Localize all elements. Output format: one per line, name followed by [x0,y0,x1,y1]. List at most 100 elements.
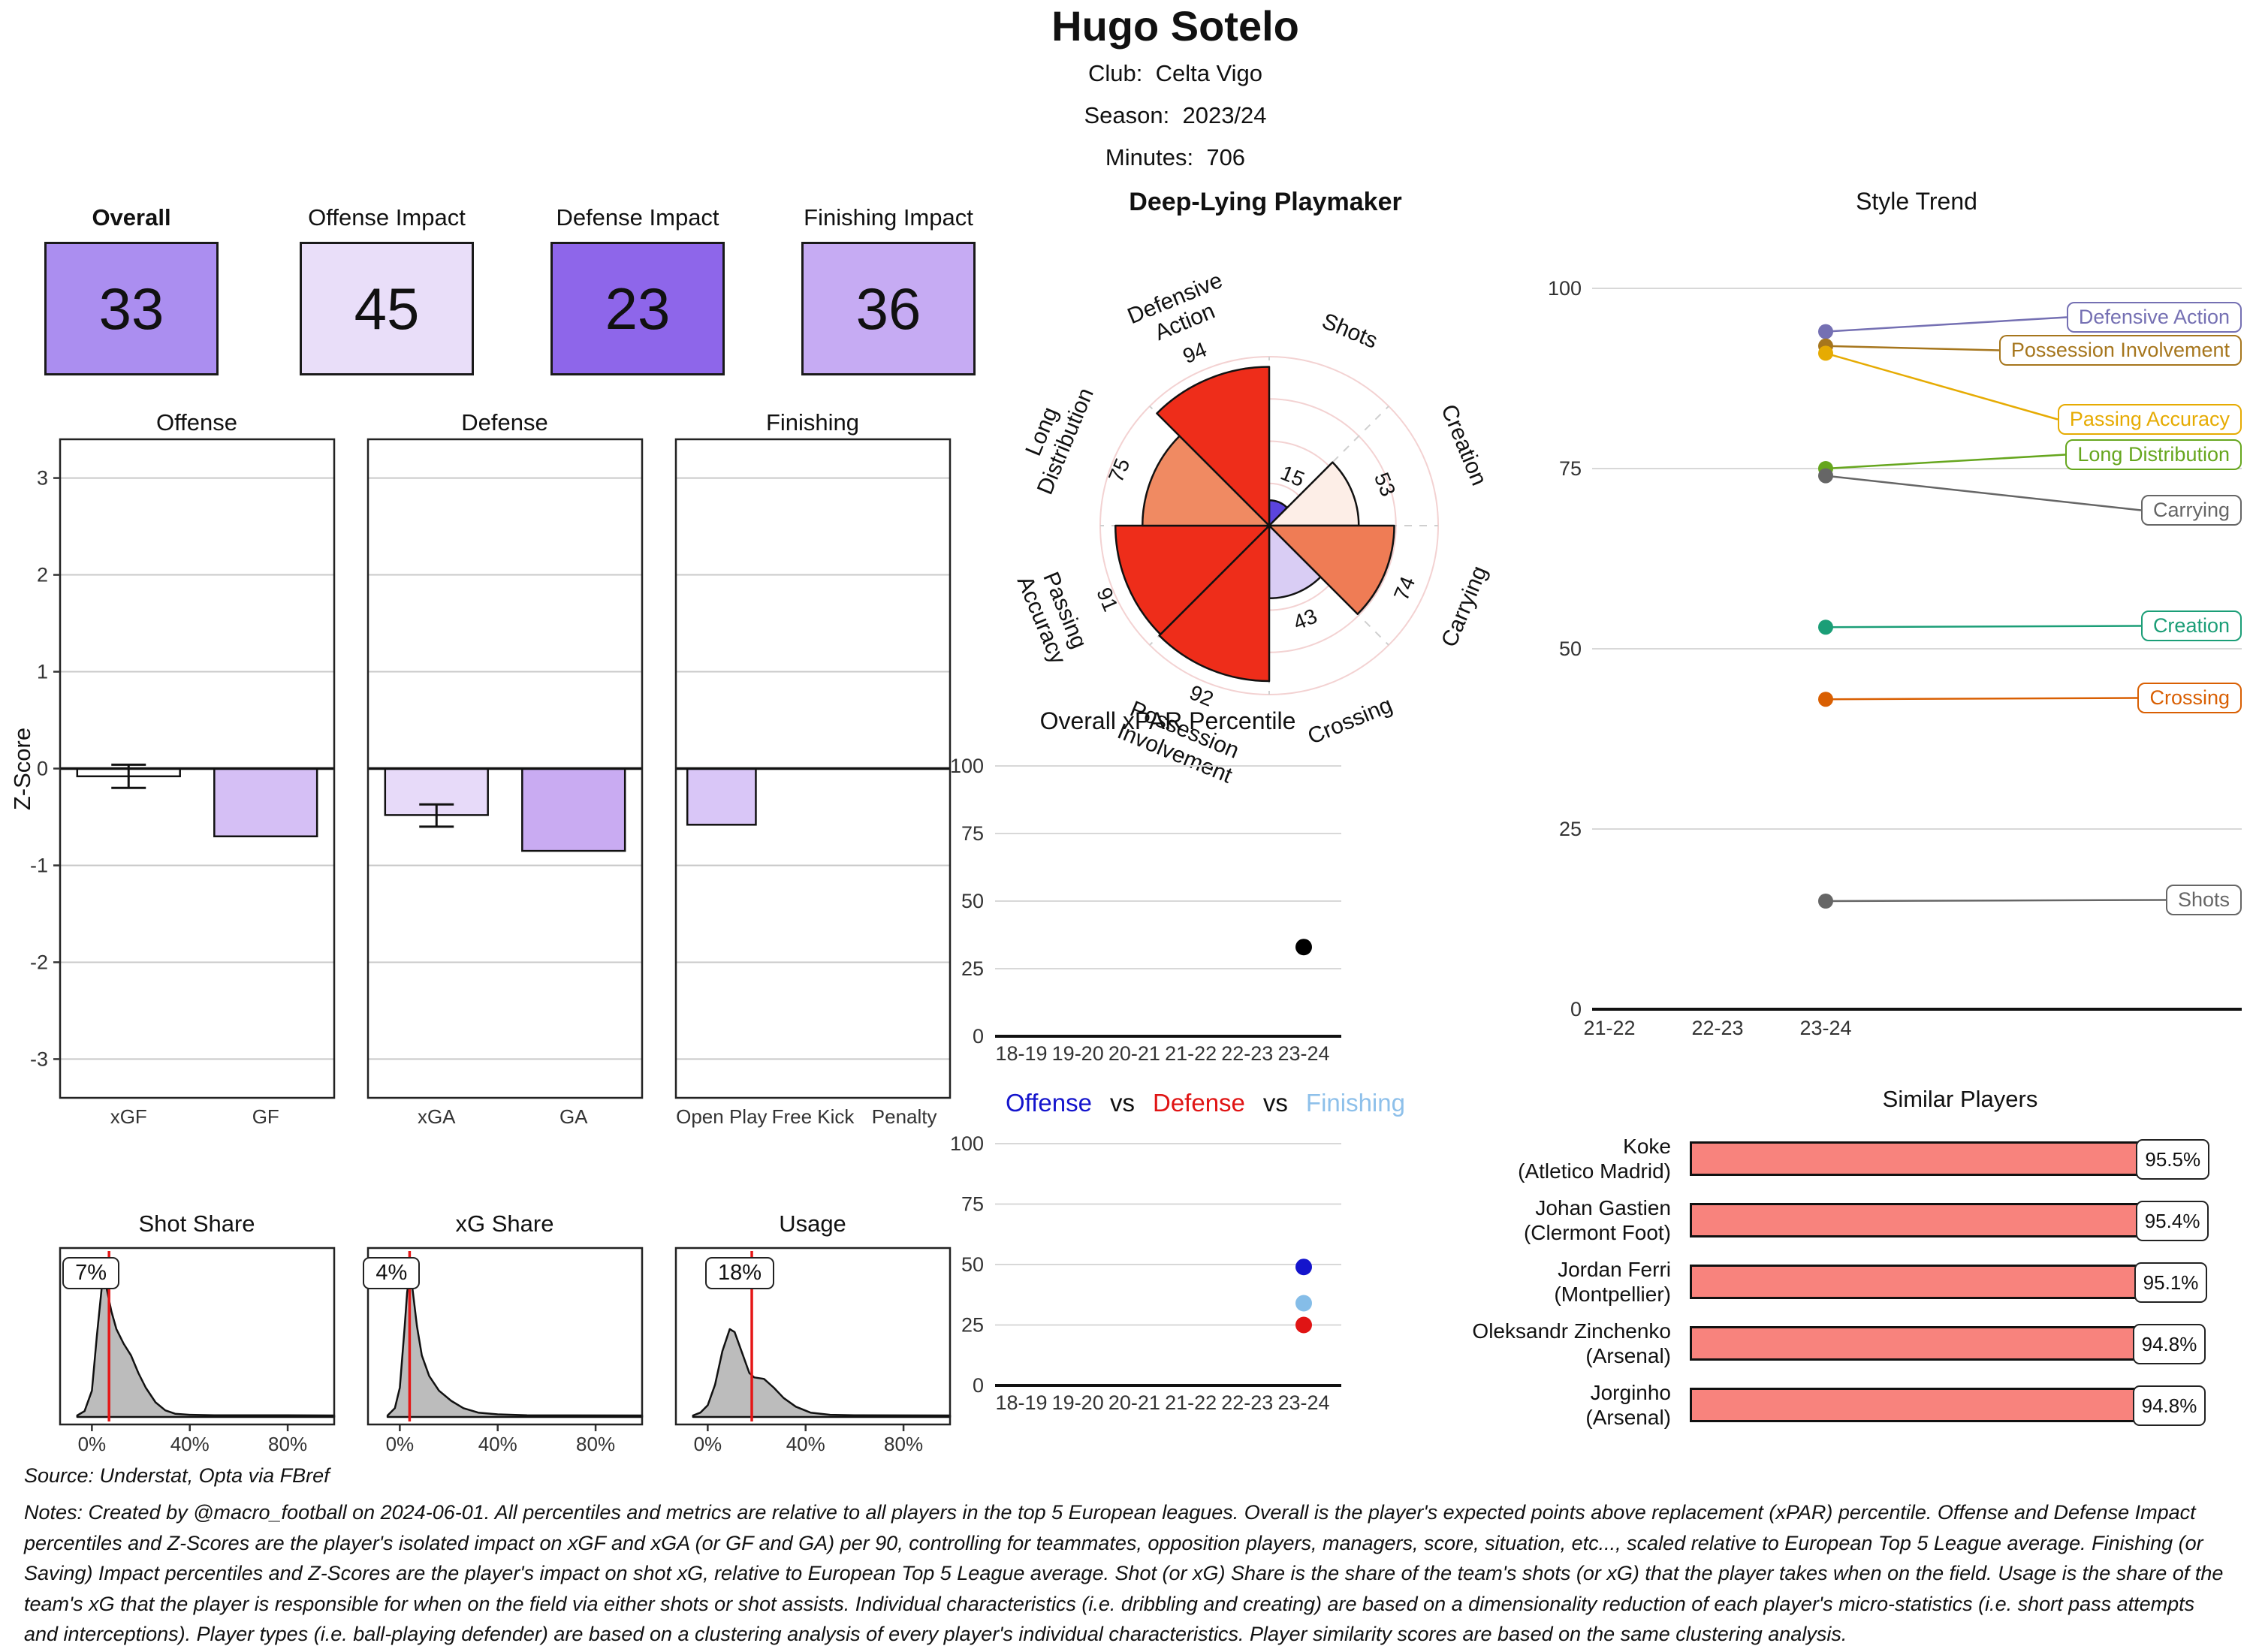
y-tick: 25 [1559,818,1582,840]
y-tick: 0 [973,1374,984,1397]
bar-open-play [686,767,757,826]
radar-wedge-passing-accuracy [1114,524,1271,636]
trend-label-possession-involvement: Possession Involvement [1998,335,2242,366]
similarity-bar [1690,1265,2176,1299]
x-tick-21-22: 21-22 [1165,1391,1217,1414]
ovd-point-finishing [1295,1295,1312,1312]
finishing-panel-title: Finishing [765,409,860,436]
x-tick-80%: 80% [268,1433,307,1455]
season-label: Season: [1084,102,1170,128]
similar-player-name: Jorginho (Arsenal) [1356,1380,1671,1430]
y-tick: 50 [961,1253,984,1276]
club-label: Club: [1087,60,1143,86]
trend-connector [1825,625,2142,629]
x-tick-40%: 40% [478,1433,517,1455]
similarity-value: 95.4% [2135,1201,2209,1241]
trend-connector [1825,475,2142,511]
y-tick: -3 [30,1048,48,1070]
player-club: (Clermont Foot) [1523,1221,1671,1244]
x-tick-20-21: 20-21 [1108,1042,1160,1065]
radar-wedge-creation [1268,461,1360,527]
player-club: (Montpellier) [1554,1283,1671,1306]
y-tick: 100 [950,1132,984,1155]
x-tick-23-24: 23-24 [1799,1017,1851,1039]
radar-category-text: Shots [1319,309,1382,354]
radar-value-shots: 15 [1277,461,1308,492]
x-tick-80%: 80% [576,1433,615,1455]
player-name: Jorginho [1590,1381,1671,1404]
trend-label-defensive-action: Defensive Action [2066,302,2242,333]
polar-spoke [1268,405,1389,526]
similarity-value: 94.8% [2132,1385,2206,1426]
radar-category-text: Carrying [1437,562,1492,650]
marker-badge-usage: 18% [705,1257,775,1289]
y-tick: 0 [973,1025,984,1048]
similarity-value: 94.8% [2132,1324,2206,1364]
trend-point-defensive-action [1818,324,1833,339]
x-tick-penalty: Penalty [872,1105,937,1128]
y-tick: 0 [37,758,48,780]
radar-wedge-possession-involvement [1158,524,1271,683]
defense-panel-title: Defense [461,409,548,436]
y-tick: 75 [961,822,984,845]
player-name: Oleksandr Zinchenko [1472,1319,1671,1343]
y-tick: 25 [961,957,984,980]
offense-panel-title: Offense [155,409,237,436]
x-tick-0%: 0% [78,1433,107,1455]
trend-label-passing-accuracy: Passing Accuracy [2057,404,2242,435]
y-tick: 2 [37,564,48,586]
card-value-2: 23 [550,242,725,375]
radar-value-creation: 53 [1370,469,1401,500]
trend-connector [1825,697,2138,701]
card-title-3: Finishing Impact [804,204,973,231]
similarity-bar [1690,1141,2178,1176]
radar-value-defensive-action: 94 [1180,337,1211,368]
bar-gf [213,767,318,838]
y-tick: 50 [961,890,984,912]
card-title-0: Overall [92,204,171,231]
trend-point-crossing [1818,692,1833,707]
player-name: Koke [1623,1135,1671,1158]
season-line: Season: 2023/24 [0,102,2253,129]
x-tick-0%: 0% [386,1433,415,1455]
y-tick: 3 [37,467,48,490]
density-curve-xg_share [386,1274,644,1418]
x-tick-21-22: 21-22 [1165,1042,1217,1065]
methodology-notes: Notes: Created by @macro_football on 202… [24,1501,2224,1645]
x-tick-80%: 80% [884,1433,923,1455]
club-value: Celta Vigo [1155,60,1263,86]
y-tick: -2 [30,951,48,973]
radar-category-label: Creation [1436,401,1491,489]
trend-label-creation: Creation [2140,610,2242,641]
source-note: Source: Understat, Opta via FBref [24,1464,330,1487]
trend-connector [1825,316,2068,333]
radar-value-long-distribution: 75 [1104,455,1135,486]
panel-border [366,1247,644,1426]
trend-connector [1825,454,2066,470]
y-tick: 75 [961,1193,984,1216]
y-tick: 25 [961,1314,984,1337]
similarity-bar [1690,1326,2174,1361]
y-tick: 100 [1548,277,1582,300]
player-club: (Atletico Madrid) [1518,1159,1671,1183]
density-curve-shot_share [76,1281,336,1418]
x-tick-xgf: xGF [110,1105,147,1128]
ovd-title-word: vs [1109,1089,1135,1117]
xpar-title: Overall xPAR Percentile [1039,707,1296,734]
y-tick: -1 [30,854,48,876]
x-tick-18-19: 18-19 [995,1391,1047,1414]
x-tick-18-19: 18-19 [995,1042,1047,1065]
panel-border [366,438,644,1099]
radar-wedge-defensive-action [1156,366,1271,527]
x-tick-40%: 40% [170,1433,210,1455]
radar-wedge-crossing [1268,524,1322,599]
ovd-title-word: Defense [1152,1089,1245,1117]
trend-point-shots [1818,894,1833,909]
ovd-point-offense [1295,1259,1312,1276]
panel-border [674,1247,952,1426]
radar-category-label: Crossing [1304,692,1396,749]
